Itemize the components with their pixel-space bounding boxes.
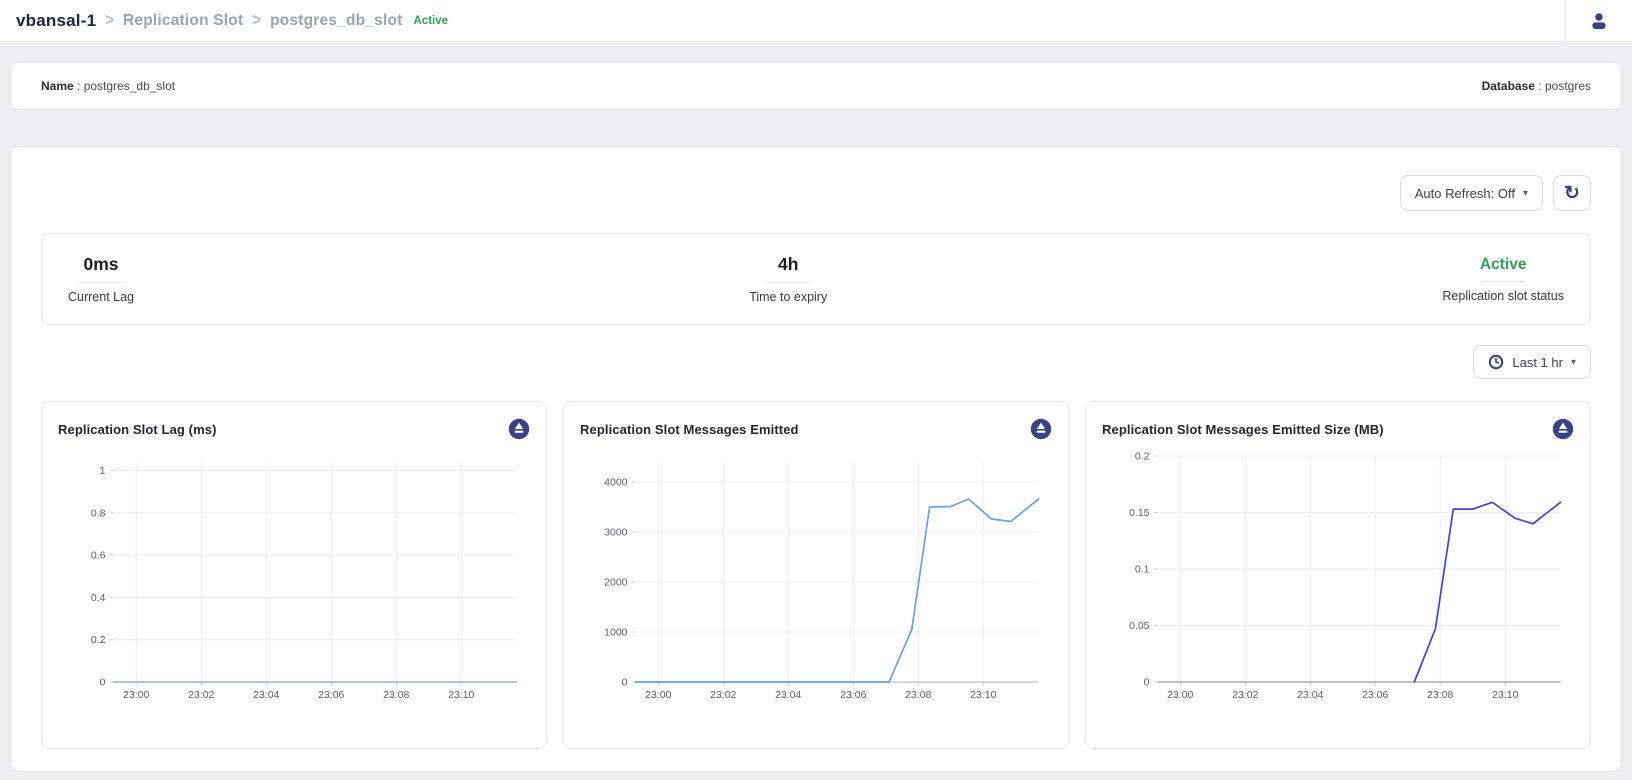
slot-database-label: Database — [1481, 79, 1535, 93]
svg-text:1000: 1000 — [604, 627, 628, 639]
auto-refresh-label: Auto Refresh: Off — [1414, 185, 1515, 201]
slot-name-value: postgres_db_slot — [83, 79, 176, 93]
breadcrumb-universe[interactable]: vbansal-1 — [16, 10, 97, 30]
slot-info-bar: Name : postgres_db_slot Database : postg… — [10, 62, 1622, 110]
status-badge: Active — [413, 14, 449, 27]
line-chart-messages: 23:00 23:02 23:04 23:06 23:08 23:10 0 1000 2000 3… — [604, 462, 1040, 701]
svg-text:0.15: 0.15 — [1129, 507, 1150, 519]
slot-database-field: Database : postgres — [1482, 79, 1591, 93]
stat-divider — [766, 282, 811, 283]
svg-text:23:06: 23:06 — [840, 689, 866, 701]
time-range-label: Last 1 hr — [1512, 354, 1563, 370]
svg-text:0.2: 0.2 — [1135, 451, 1150, 463]
chart-header: Replication Slot Lag (ms) — [58, 416, 530, 442]
svg-text:23:04: 23:04 — [1297, 689, 1323, 701]
stat-value: Active — [1479, 255, 1527, 273]
eject-icon[interactable] — [508, 418, 530, 440]
svg-text:23:04: 23:04 — [775, 689, 801, 701]
svg-text:0.8: 0.8 — [91, 507, 106, 519]
svg-text:4000: 4000 — [604, 477, 628, 489]
svg-text:0.6: 0.6 — [91, 550, 106, 562]
refresh-button[interactable]: ↻ — [1553, 175, 1591, 211]
svg-text:23:10: 23:10 — [1492, 689, 1518, 701]
stat-divider — [1481, 280, 1526, 282]
chart-card-lag: Replication Slot Lag (ms) 23:00 23:02 23:0… — [41, 401, 547, 749]
stat-slot-status: Active Replication slot status — [1442, 256, 1564, 303]
svg-text:1: 1 — [100, 465, 106, 477]
svg-text:23:08: 23:08 — [905, 689, 931, 701]
stat-label: Time to expiry — [749, 290, 828, 304]
user-menu-button[interactable] — [1566, 0, 1632, 42]
clock-icon — [1489, 354, 1504, 370]
refresh-icon: ↻ — [1564, 182, 1580, 204]
breadcrumb: vbansal-1 > Replication Slot > postgres_… — [16, 11, 1565, 31]
stat-label: Current Lag — [68, 290, 135, 304]
svg-text:23:08: 23:08 — [1427, 689, 1453, 701]
stat-value: 4h — [777, 254, 799, 274]
slot-name-field: Name : postgres_db_slot — [41, 79, 175, 93]
slot-database-separator: : — [1534, 79, 1545, 93]
person-icon — [1592, 12, 1606, 29]
auto-refresh-dropdown[interactable]: Auto Refresh: Off ▾ — [1399, 175, 1543, 211]
svg-text:0: 0 — [622, 677, 628, 689]
stat-label: Replication slot status — [1442, 288, 1564, 303]
chart-title: Replication Slot Lag (ms) — [58, 421, 217, 437]
svg-text:23:04: 23:04 — [253, 689, 279, 701]
chevron-right-icon: > — [252, 10, 262, 31]
time-range-row: Last 1 hr ▾ — [41, 345, 1591, 379]
svg-text:0.05: 0.05 — [1129, 620, 1150, 632]
eject-icon[interactable] — [1030, 418, 1052, 440]
stat-current-lag: 0ms Current Lag — [68, 254, 134, 304]
svg-text:23:08: 23:08 — [383, 689, 409, 701]
svg-text:23:00: 23:00 — [123, 689, 149, 701]
stats-bar: 0ms Current Lag 4h Time to expiry Active… — [41, 233, 1591, 325]
chart-card-size: Replication Slot Messages Emitted Size (… — [1085, 401, 1591, 749]
header-divider — [1565, 0, 1566, 42]
svg-text:0: 0 — [100, 677, 106, 689]
chart-header: Replication Slot Messages Emitted Size (… — [1102, 416, 1574, 442]
svg-text:0.4: 0.4 — [91, 592, 106, 604]
eject-icon[interactable] — [1552, 418, 1574, 440]
charts-row: Replication Slot Lag (ms) 23:00 23:02 23:0… — [41, 401, 1591, 749]
svg-text:0.1: 0.1 — [1135, 564, 1150, 576]
chart-title: Replication Slot Messages Emitted — [580, 421, 799, 437]
chart-header: Replication Slot Messages Emitted — [580, 416, 1052, 442]
chevron-down-icon: ▾ — [1522, 188, 1528, 199]
slot-name-separator: : — [73, 79, 84, 93]
toolbar: Auto Refresh: Off ▾ ↻ — [41, 175, 1591, 211]
stat-divider — [79, 282, 123, 283]
svg-text:23:00: 23:00 — [1167, 689, 1193, 701]
breadcrumb-slot-name[interactable]: postgres_db_slot — [270, 11, 403, 29]
metrics-panel: Auto Refresh: Off ▾ ↻ 0ms Current Lag 4h… — [10, 146, 1622, 772]
chart-card-messages: Replication Slot Messages Emitted 23:00 2… — [563, 401, 1069, 749]
stat-value: 0ms — [83, 254, 119, 274]
svg-text:0: 0 — [1144, 677, 1150, 689]
slot-name-label: Name — [41, 79, 74, 93]
chevron-right-icon: > — [105, 10, 114, 31]
slot-database-value: postgres — [1544, 79, 1591, 93]
svg-text:23:02: 23:02 — [188, 689, 214, 701]
svg-text:23:02: 23:02 — [710, 689, 736, 701]
svg-text:23:02: 23:02 — [1232, 689, 1258, 701]
svg-text:23:06: 23:06 — [318, 689, 344, 701]
svg-text:3000: 3000 — [604, 527, 628, 539]
chevron-down-icon: ▾ — [1570, 357, 1576, 368]
svg-text:23:06: 23:06 — [1362, 689, 1388, 701]
chart-title: Replication Slot Messages Emitted Size (… — [1102, 421, 1384, 437]
top-bar: vbansal-1 > Replication Slot > postgres_… — [0, 0, 1632, 42]
svg-text:23:00: 23:00 — [645, 689, 671, 701]
breadcrumb-section[interactable]: Replication Slot — [123, 11, 244, 29]
line-chart-lag: 23:00 23:02 23:04 23:06 23:08 23:10 0 0.2 0.4 0.6… — [91, 462, 518, 701]
svg-text:0.2: 0.2 — [91, 634, 106, 646]
svg-text:2000: 2000 — [604, 577, 628, 589]
stat-time-to-expiry: 4h Time to expiry — [749, 254, 827, 304]
time-range-dropdown[interactable]: Last 1 hr ▾ — [1473, 345, 1591, 379]
line-chart-size: 23:00 23:02 23:04 23:06 23:08 23:10 0 0.05 0.1 0.… — [1129, 451, 1562, 701]
svg-text:23:10: 23:10 — [448, 689, 474, 701]
svg-text:23:10: 23:10 — [970, 689, 996, 701]
